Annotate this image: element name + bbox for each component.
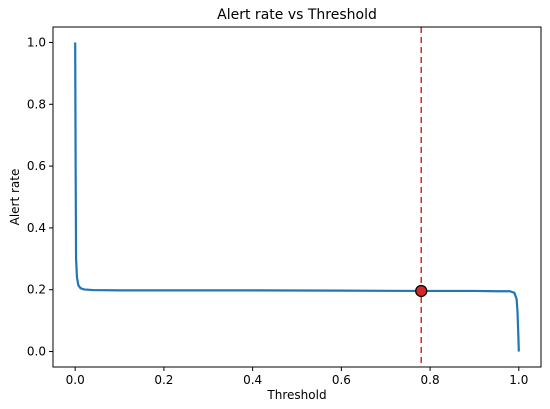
x-axis-label: Threshold — [266, 388, 326, 402]
y-tick-label: 0.8 — [27, 97, 46, 111]
x-tick-label: 1.0 — [509, 373, 528, 387]
x-axis-ticks: 0.0 0.2 0.4 0.6 0.8 1.0 — [66, 367, 528, 387]
y-tick-label: 0.4 — [27, 221, 46, 235]
x-tick-label: 0.6 — [332, 373, 351, 387]
y-axis-label: Alert rate — [8, 169, 22, 226]
y-tick-label: 0.6 — [27, 159, 46, 173]
plot-area — [74, 27, 520, 367]
threshold-marker — [415, 284, 428, 298]
y-tick-label: 1.0 — [27, 35, 46, 49]
x-tick-label: 0.4 — [243, 373, 262, 387]
chart-title: Alert rate vs Threshold — [217, 7, 377, 23]
y-axis-ticks: 0.0 0.2 0.4 0.6 0.8 1.0 — [27, 35, 53, 359]
y-tick-label: 0.0 — [27, 345, 46, 359]
x-tick-label: 0.0 — [66, 373, 85, 387]
x-tick-label: 0.2 — [154, 373, 173, 387]
y-tick-label: 0.2 — [27, 283, 46, 297]
series-line — [74, 42, 520, 352]
axes-frame — [52, 26, 542, 368]
x-tick-label: 0.8 — [421, 373, 440, 387]
